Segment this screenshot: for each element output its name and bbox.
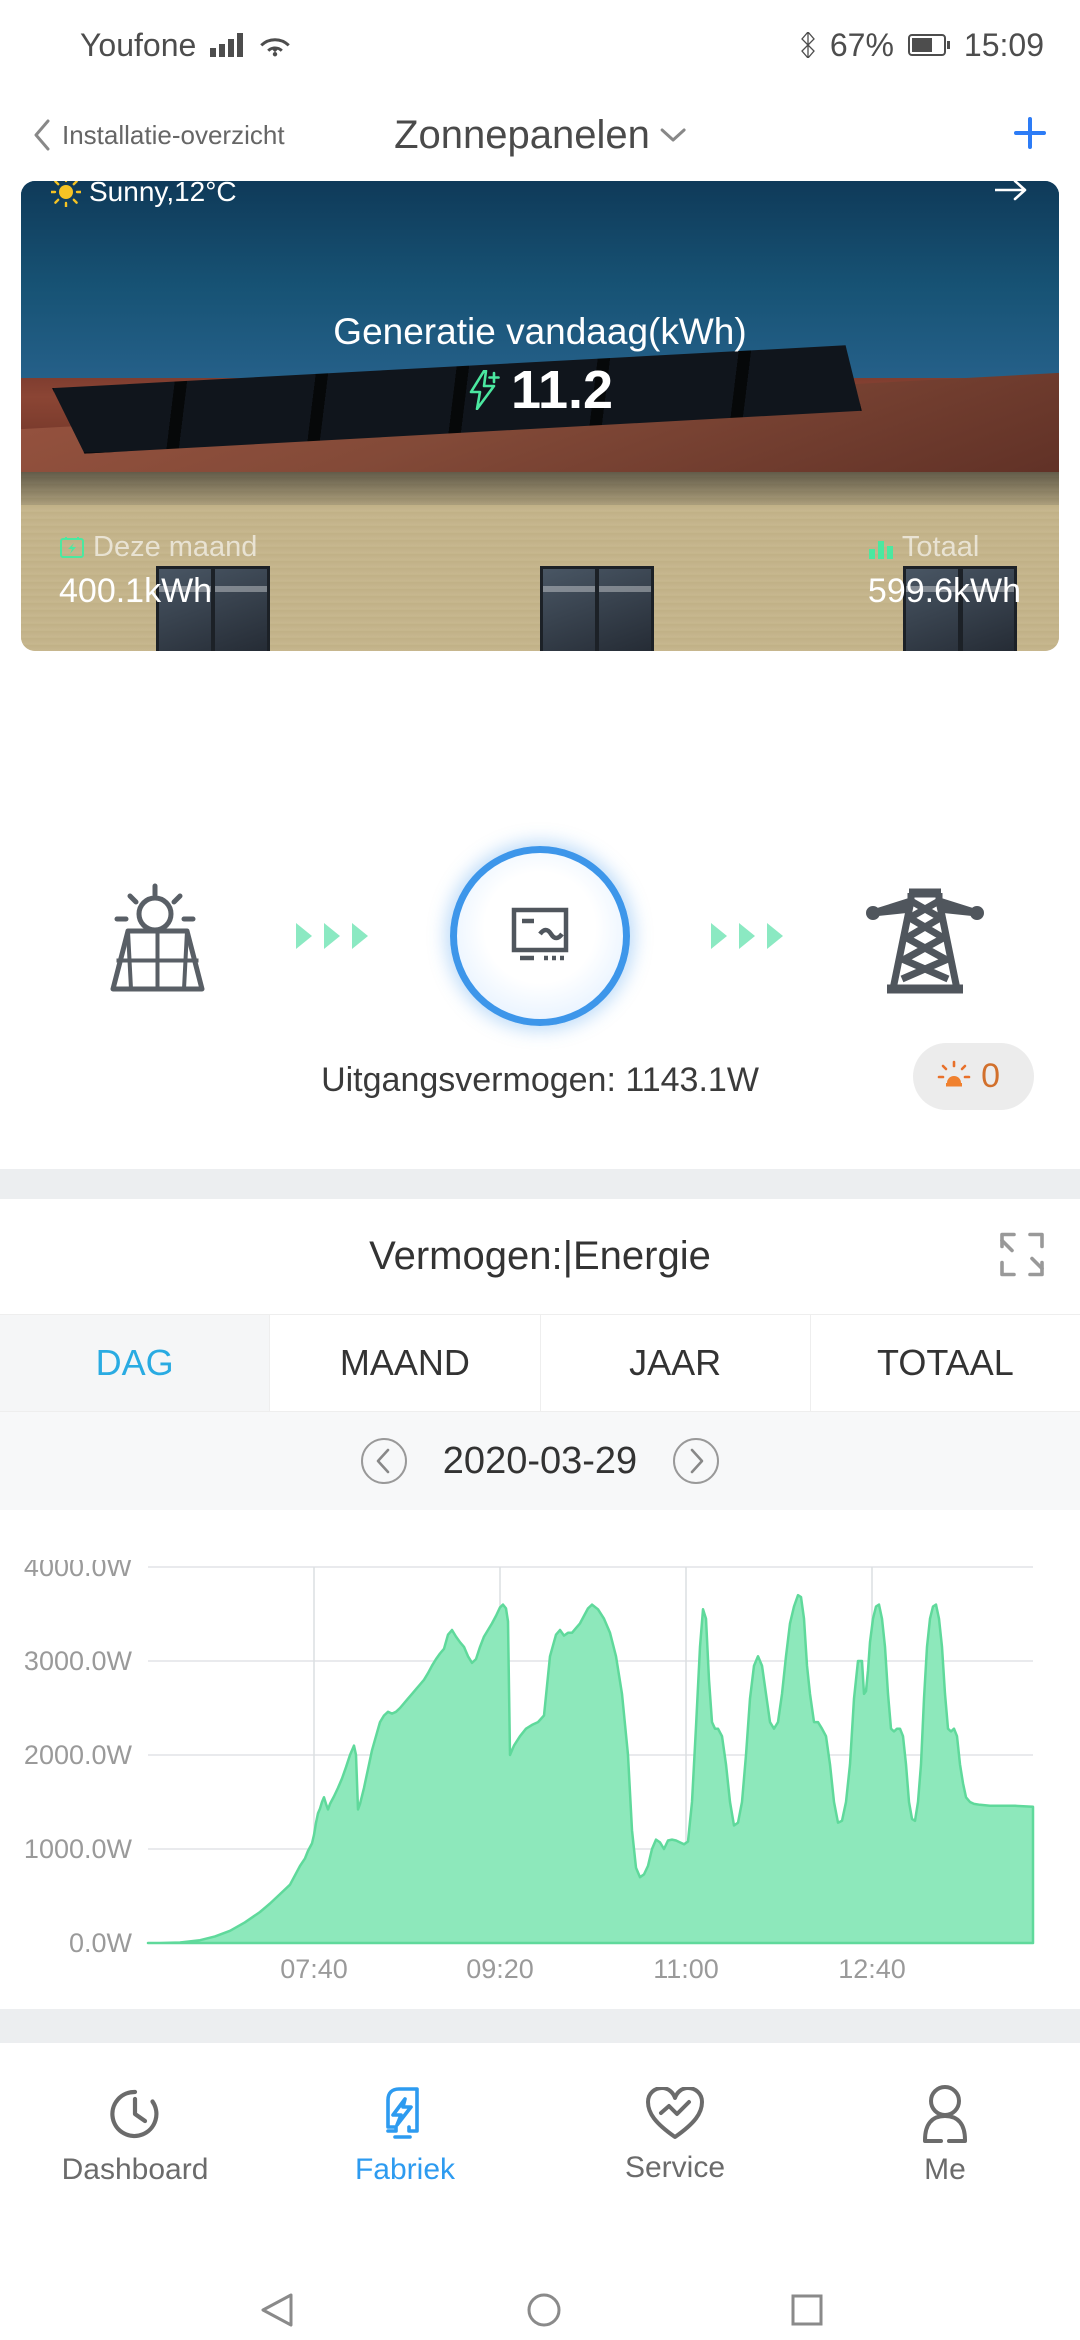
svg-text:11:00: 11:00 [653,1954,719,1984]
svg-text:2000.0W: 2000.0W [24,1740,133,1770]
svg-text:0.0W: 0.0W [69,1928,133,1958]
svg-text:09:20: 09:20 [466,1954,534,1984]
svg-text:3000.0W: 3000.0W [24,1646,133,1676]
svg-text:12:40: 12:40 [838,1954,906,1984]
svg-text:07:40: 07:40 [280,1954,348,1984]
svg-text:1000.0W: 1000.0W [24,1834,133,1864]
svg-text:4000.0W: 4000.0W [24,1560,133,1582]
